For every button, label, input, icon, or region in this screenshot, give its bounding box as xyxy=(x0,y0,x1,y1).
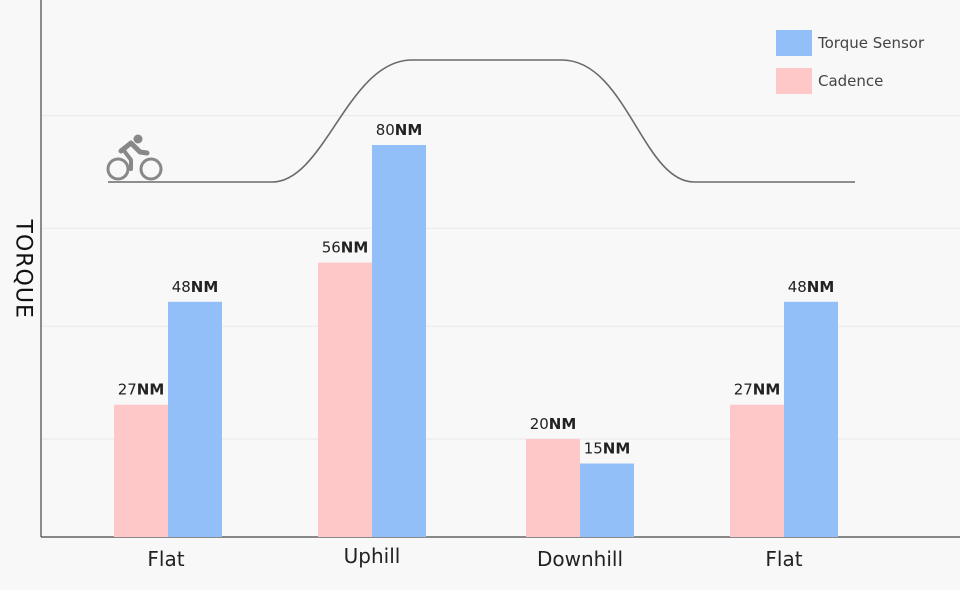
y-axis-label: TORQUE xyxy=(10,219,36,319)
bar xyxy=(526,439,580,537)
data-label: 48NM xyxy=(788,278,835,296)
legend-label: Torque Sensor xyxy=(818,34,925,52)
x-tick-label: Uphill xyxy=(344,544,401,568)
data-label: 20NM xyxy=(530,415,577,433)
data-label: 15NM xyxy=(584,440,631,458)
x-tick-label: Flat xyxy=(147,547,184,571)
legend-swatch xyxy=(776,30,812,56)
x-tick-label: Flat xyxy=(765,547,802,571)
bar xyxy=(114,404,168,537)
cyclist-icon xyxy=(106,134,163,181)
legend-item-cadence: Cadence xyxy=(776,68,924,94)
legend-label: Cadence xyxy=(818,72,884,90)
legend-swatch xyxy=(776,68,812,94)
bar xyxy=(318,262,372,537)
bar xyxy=(580,463,634,537)
bar xyxy=(730,404,784,537)
bar xyxy=(372,145,426,537)
data-label: 27NM xyxy=(734,381,781,399)
bar xyxy=(784,301,838,537)
data-label: 80NM xyxy=(376,121,423,139)
legend: Torque Sensor Cadence xyxy=(776,30,924,106)
terrain-profile-line xyxy=(108,59,855,183)
legend-item-torque-sensor: Torque Sensor xyxy=(776,30,924,56)
data-label: 27NM xyxy=(118,381,165,399)
x-tick-label: Downhill xyxy=(537,547,623,571)
data-label: 56NM xyxy=(322,239,369,257)
bar xyxy=(168,301,222,537)
data-label: 48NM xyxy=(172,278,219,296)
